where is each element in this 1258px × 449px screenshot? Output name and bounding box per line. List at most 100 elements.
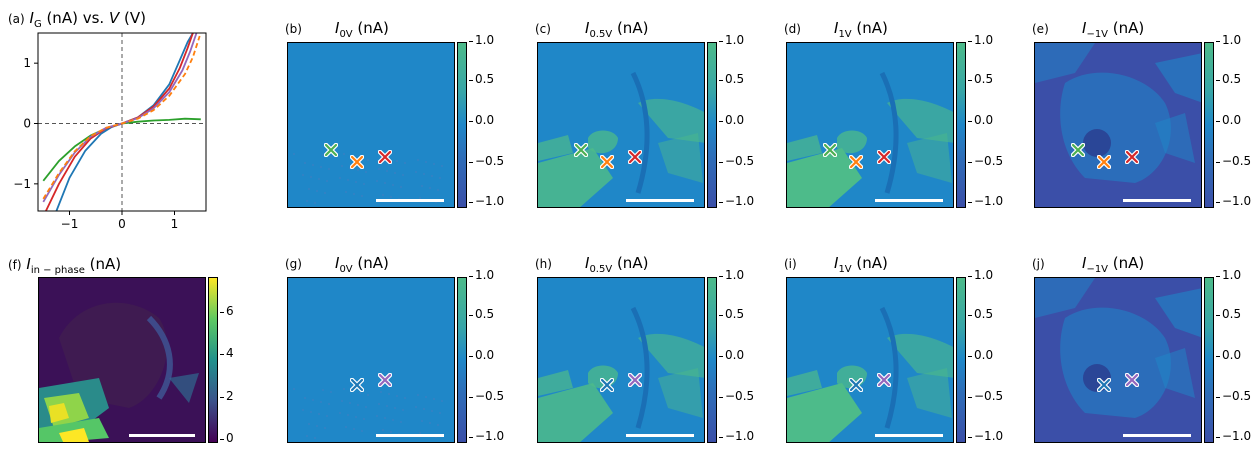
title-symbol: I bbox=[29, 9, 34, 27]
title-subscript: 0V bbox=[339, 264, 353, 275]
cbar-tick: 0 bbox=[220, 431, 234, 445]
cbar-tick: 2 bbox=[220, 389, 234, 403]
cbar-tick: 1.0 bbox=[1215, 33, 1242, 47]
scale-bar bbox=[626, 434, 694, 437]
y-tick-label: 0 bbox=[23, 117, 31, 131]
title-symbol: I bbox=[585, 254, 590, 272]
cbar-tick: −0.5 bbox=[718, 389, 755, 403]
panel-label: (b) bbox=[285, 22, 302, 36]
position-marker bbox=[378, 150, 392, 164]
cbar-tick: 0.0 bbox=[967, 348, 994, 362]
scale-bar bbox=[875, 434, 943, 437]
panel-label: (d) bbox=[784, 22, 801, 36]
cbar-tick: −0.5 bbox=[1215, 389, 1252, 403]
title-subscript: 0.5V bbox=[589, 29, 613, 40]
position-marker bbox=[600, 155, 614, 169]
position-marker bbox=[628, 150, 642, 164]
position-marker bbox=[849, 378, 863, 392]
title-symbol-v: V bbox=[108, 9, 120, 27]
title-unit: (nA) bbox=[612, 19, 649, 37]
panel-e-colorbar bbox=[1204, 42, 1214, 208]
panel-e-title: I−1V (nA) bbox=[1082, 19, 1144, 40]
cbar-tick: −1.0 bbox=[1215, 194, 1252, 208]
panel-b-colorbar bbox=[457, 42, 467, 208]
position-marker bbox=[1125, 373, 1139, 387]
cbar-tick: 0.0 bbox=[718, 348, 745, 362]
cbar-tick: −1.0 bbox=[468, 194, 505, 208]
position-marker bbox=[823, 143, 837, 157]
panel-j-colorbar bbox=[1204, 277, 1214, 443]
cbar-tick: 0.0 bbox=[967, 113, 994, 127]
title-unit: (nA) bbox=[851, 19, 888, 37]
cbar-tick: −1.0 bbox=[967, 429, 1004, 443]
position-marker bbox=[574, 143, 588, 157]
panel-c-colorbar bbox=[707, 42, 717, 208]
title-symbol: I bbox=[1082, 19, 1087, 37]
cbar-tick: 0.5 bbox=[718, 72, 745, 86]
panel-e-map bbox=[1034, 42, 1202, 208]
panel-h-map bbox=[537, 277, 705, 443]
panel-f-map bbox=[38, 277, 206, 443]
title-symbol: I bbox=[834, 19, 839, 37]
title-symbol: I bbox=[335, 254, 340, 272]
position-marker bbox=[378, 373, 392, 387]
cbar-tick: 1.0 bbox=[967, 33, 994, 47]
title-subscript: 1V bbox=[838, 29, 852, 40]
title-symbol: I bbox=[1082, 254, 1087, 272]
title-symbol: I bbox=[26, 255, 31, 273]
panel-c-title: I0.5V (nA) bbox=[585, 19, 648, 40]
panel-g-map bbox=[287, 277, 455, 443]
title-subscript: 0.5V bbox=[589, 264, 613, 275]
cbar-tick: −0.5 bbox=[468, 389, 505, 403]
panel-label: (i) bbox=[784, 257, 797, 271]
cbar-tick: 0.0 bbox=[468, 113, 495, 127]
panel-j-map bbox=[1034, 277, 1202, 443]
position-marker bbox=[324, 143, 338, 157]
cbar-tick: −1.0 bbox=[718, 429, 755, 443]
cbar-tick: 0.5 bbox=[718, 307, 745, 321]
title-subscript: 1V bbox=[838, 264, 852, 275]
panel-d-map bbox=[786, 42, 954, 208]
panel-j-title: I−1V (nA) bbox=[1082, 254, 1144, 275]
position-marker bbox=[628, 373, 642, 387]
cbar-tick: 0.5 bbox=[468, 307, 495, 321]
y-tick-label: 1 bbox=[23, 56, 31, 70]
panel-i-map bbox=[786, 277, 954, 443]
title-symbol: I bbox=[585, 19, 590, 37]
position-marker bbox=[849, 155, 863, 169]
title-unit-v: (V) bbox=[119, 9, 146, 27]
x-tick-label: 0 bbox=[118, 217, 126, 231]
panel-d-title: I1V (nA) bbox=[834, 19, 888, 40]
cbar-tick: 4 bbox=[220, 346, 234, 360]
cbar-tick: 0.0 bbox=[468, 348, 495, 362]
panel-g-colorbar bbox=[457, 277, 467, 443]
cbar-tick: 1.0 bbox=[468, 268, 495, 282]
cbar-tick: 0.5 bbox=[1215, 72, 1242, 86]
position-marker bbox=[1097, 378, 1111, 392]
title-subscript: in − phase bbox=[30, 265, 85, 276]
panel-i-title: I1V (nA) bbox=[834, 254, 888, 275]
cbar-tick: 0.0 bbox=[1215, 113, 1242, 127]
cbar-tick: 1.0 bbox=[718, 268, 745, 282]
cbar-tick: 1.0 bbox=[1215, 268, 1242, 282]
title-unit: (nA) bbox=[352, 254, 389, 272]
panel-label: (c) bbox=[535, 22, 551, 36]
cbar-tick: −0.5 bbox=[468, 154, 505, 168]
title-subscript: −1V bbox=[1086, 264, 1109, 275]
scale-bar bbox=[626, 199, 694, 202]
position-marker bbox=[877, 373, 891, 387]
position-marker bbox=[1071, 143, 1085, 157]
panel-label: (j) bbox=[1032, 257, 1045, 271]
panel-i-colorbar bbox=[956, 277, 966, 443]
title-symbol: I bbox=[834, 254, 839, 272]
cbar-tick: −0.5 bbox=[718, 154, 755, 168]
position-marker bbox=[350, 378, 364, 392]
cbar-tick: 6 bbox=[220, 304, 234, 318]
iv-chart: −1 0 1 −1 0 1 bbox=[13, 32, 207, 231]
cbar-tick: −0.5 bbox=[967, 154, 1004, 168]
position-marker bbox=[877, 150, 891, 164]
x-tick-label: 1 bbox=[171, 217, 179, 231]
panel-label: (f) bbox=[8, 258, 22, 272]
cbar-tick: 1.0 bbox=[967, 268, 994, 282]
title-unit: (nA) bbox=[84, 255, 122, 273]
